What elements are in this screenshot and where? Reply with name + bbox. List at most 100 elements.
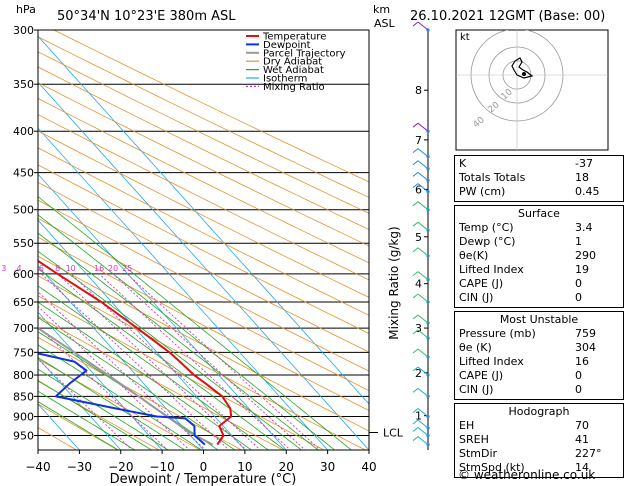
stat-row: θe(K) 290 [459, 249, 619, 263]
stat-label: Temp (°C) [459, 221, 514, 234]
asl-label: ASL [374, 17, 396, 30]
wind-barb-flag [412, 201, 419, 207]
wet-adiabat-line [38, 380, 153, 450]
pressure-tick-label: 600 [13, 268, 34, 281]
mixing-ratio-line [98, 273, 291, 450]
dry-adiabat-line [38, 114, 369, 281]
wind-barb-flag [412, 408, 419, 413]
wet-adiabat-line [38, 285, 269, 450]
stat-label: K [459, 157, 467, 170]
stat-label: CIN (J) [459, 291, 494, 304]
wind-barb [412, 329, 429, 339]
legend-entry: Dewpoint [263, 40, 311, 51]
mixing-ratio-labels: 12346810162025 [1, 264, 132, 273]
dry-adiabat-line [38, 315, 284, 450]
stat-value: 0 [575, 369, 582, 382]
wind-barb [412, 293, 429, 303]
wind-barb-flag [412, 171, 419, 177]
stat-label: CAPE (J) [459, 277, 504, 290]
stat-label: EH [459, 419, 475, 432]
location-label: 50°34'N 10°23'E 380m ASL [57, 9, 236, 24]
temperature-tick-label: −40 [25, 460, 50, 474]
pressure-tick-label: 900 [13, 411, 34, 424]
wet-adiabat-line [38, 214, 336, 450]
pressure-tick-label: 400 [13, 125, 34, 138]
stat-value: 70 [575, 419, 589, 432]
wind-barb-shaft [417, 314, 429, 324]
legend-entry: Isotherm [263, 74, 307, 85]
stat-row: Dewp (°C) 1 [459, 235, 619, 249]
wind-barb-shaft [417, 293, 429, 303]
wind-barb [412, 271, 429, 281]
stat-label: CIN (J) [459, 383, 494, 396]
wind-barb-flag [412, 419, 419, 425]
dry-adiabat-line [38, 66, 369, 230]
stat-label: Lifted Index [459, 263, 524, 276]
storm-motion-marker [522, 72, 526, 76]
indices-box: K -37 Totals Totals 18 PW (cm) 0.45 [454, 155, 624, 202]
isotherm-line [38, 173, 287, 450]
pressure-tick-label: 450 [13, 167, 34, 180]
wind-barb-shaft [417, 427, 429, 436]
isotherm-line [38, 219, 246, 450]
temperature-tick-label: 20 [279, 460, 294, 474]
stat-row: K -37 [459, 157, 619, 171]
km-tick-label: 5 [415, 231, 422, 244]
stat-value: 41 [575, 433, 589, 446]
legend-entry: Parcel Trajectory [263, 48, 346, 59]
wind-barb [412, 122, 429, 132]
stat-row: SREH 41 [459, 433, 619, 447]
stat-value: 0.45 [575, 185, 600, 198]
wind-barb-flag [412, 366, 419, 372]
mixing-ratio-line [38, 358, 133, 450]
legend-entry: Dry Adiabat [263, 57, 322, 68]
stat-row: CAPE (J) 0 [459, 277, 619, 291]
wind-barb-shaft [417, 160, 429, 170]
stat-row: θe (K) 304 [459, 341, 619, 355]
temperature-tick-label: 10 [237, 460, 252, 474]
wind-barb-flag [412, 21, 419, 27]
mixing-ratio-label: 8 [55, 264, 60, 273]
dry-adiabat-line [38, 255, 369, 432]
pressure-tick-label: 700 [13, 322, 34, 335]
mixing-ratio-line [112, 273, 306, 450]
wind-barb [412, 201, 429, 211]
km-label: km [373, 3, 390, 16]
mixing-ratio-line [40, 273, 230, 450]
mixing-ratio-label: 4 [16, 264, 21, 273]
isotherm-line [38, 311, 163, 450]
stat-label: Totals Totals [459, 171, 526, 184]
stat-label: SREH [459, 433, 489, 446]
stat-row: PW (cm) 0.45 [459, 185, 619, 199]
stat-row: Lifted Index 16 [459, 355, 619, 369]
dry-adiabat-line [38, 236, 369, 412]
x-axis-label: Dewpoint / Temperature (°C) [110, 472, 297, 486]
dry-adiabat-line [38, 164, 369, 334]
pressure-tick-label: 650 [13, 296, 34, 309]
wind-barb [412, 183, 429, 193]
stat-label: Dewp (°C) [459, 235, 516, 248]
stat-row: CAPE (J) 0 [459, 369, 619, 383]
stat-row: Temp (°C) 3.4 [459, 221, 619, 235]
pressure-tick-label: 950 [13, 430, 34, 443]
mixing-ratio-axis-label: Mixing Ratio (g/kg) [387, 226, 401, 339]
stat-row: Totals Totals 18 [459, 171, 619, 185]
wind-barb [412, 408, 429, 417]
axes: 3003504004505005506006507007508008509009… [13, 24, 377, 474]
wind-barb-flag [412, 348, 419, 354]
stat-row: Lifted Index 19 [459, 263, 619, 277]
km-tick-label: 1 [415, 410, 422, 423]
wet-adiabat-line [38, 301, 253, 450]
stat-value: 0 [575, 383, 582, 396]
wind-barb [412, 21, 429, 31]
mixing-ratio-line [126, 273, 321, 450]
dry-adiabat-line [38, 181, 369, 353]
legend-entry: Temperature [262, 32, 326, 43]
stat-row: StmSpd (kt) 14 [459, 461, 619, 475]
wet-adiabat-line [38, 317, 236, 450]
pressure-tick-label: 850 [13, 390, 34, 403]
mixing-ratio-label: 16 [94, 264, 104, 273]
dry-adiabat-line [38, 358, 202, 450]
wind-barb-flag [412, 293, 419, 299]
